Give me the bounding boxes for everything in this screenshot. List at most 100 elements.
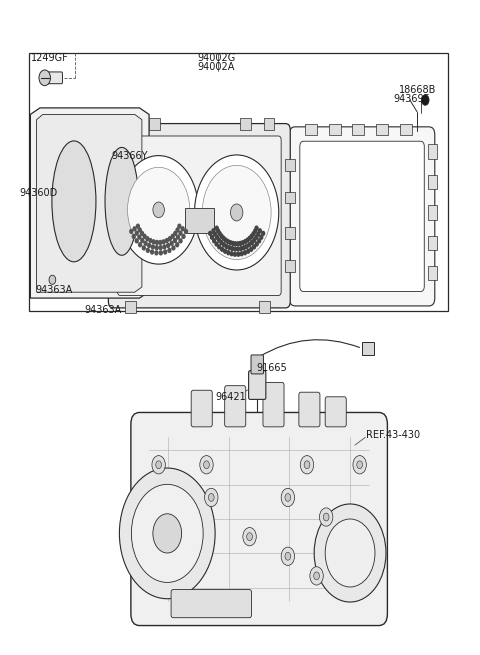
FancyBboxPatch shape: [41, 72, 62, 84]
Bar: [104, 260, 113, 272]
Circle shape: [310, 567, 323, 585]
Circle shape: [258, 239, 261, 243]
Circle shape: [220, 234, 223, 238]
Circle shape: [250, 234, 253, 238]
Circle shape: [248, 236, 251, 240]
Circle shape: [240, 246, 242, 250]
Circle shape: [215, 242, 218, 246]
Circle shape: [229, 240, 232, 244]
Bar: [286, 227, 295, 239]
Circle shape: [258, 229, 261, 233]
Bar: [104, 159, 113, 171]
Bar: [376, 124, 388, 135]
Ellipse shape: [105, 147, 139, 255]
Text: 1249GF: 1249GF: [31, 53, 69, 64]
Circle shape: [130, 229, 132, 233]
Bar: [264, 119, 275, 130]
Circle shape: [251, 240, 253, 244]
Circle shape: [224, 250, 227, 253]
Circle shape: [138, 235, 141, 239]
Text: 94363A: 94363A: [35, 284, 72, 295]
Circle shape: [146, 236, 149, 240]
Circle shape: [184, 229, 187, 233]
Circle shape: [285, 493, 291, 501]
Circle shape: [120, 468, 215, 599]
Circle shape: [182, 234, 185, 238]
Circle shape: [173, 238, 176, 242]
Circle shape: [179, 231, 182, 235]
Circle shape: [49, 275, 56, 284]
Circle shape: [300, 456, 314, 474]
Text: REF.43-430: REF.43-430: [366, 430, 420, 440]
Circle shape: [148, 244, 151, 248]
Circle shape: [234, 242, 237, 246]
Circle shape: [162, 240, 165, 244]
Circle shape: [136, 224, 139, 228]
Circle shape: [222, 243, 225, 247]
Circle shape: [170, 241, 173, 245]
Bar: [428, 145, 437, 159]
Bar: [428, 266, 437, 280]
Circle shape: [323, 513, 329, 521]
Circle shape: [421, 95, 429, 105]
Circle shape: [216, 235, 218, 239]
Circle shape: [240, 252, 243, 255]
Circle shape: [252, 232, 255, 236]
Circle shape: [285, 552, 291, 560]
Circle shape: [143, 246, 145, 250]
Circle shape: [225, 244, 228, 248]
Circle shape: [281, 488, 295, 506]
Bar: [240, 119, 251, 130]
Circle shape: [255, 235, 258, 239]
Circle shape: [168, 236, 171, 240]
Bar: [125, 119, 136, 130]
Text: 94360D: 94360D: [19, 188, 57, 198]
Circle shape: [141, 238, 144, 242]
Circle shape: [217, 238, 220, 242]
Text: 94366Y: 94366Y: [112, 151, 148, 161]
Text: 94369F: 94369F: [393, 94, 430, 104]
Text: 18668B: 18668B: [399, 84, 436, 94]
Circle shape: [179, 239, 182, 243]
Circle shape: [227, 240, 229, 244]
Circle shape: [257, 232, 260, 236]
Circle shape: [119, 156, 198, 264]
Bar: [104, 227, 113, 239]
Text: 94363A: 94363A: [84, 305, 122, 315]
Circle shape: [262, 231, 264, 235]
Circle shape: [172, 246, 175, 250]
Bar: [125, 301, 136, 313]
FancyBboxPatch shape: [225, 386, 246, 427]
Circle shape: [314, 504, 386, 602]
Circle shape: [141, 231, 144, 235]
Circle shape: [194, 155, 279, 270]
Circle shape: [177, 235, 180, 239]
Circle shape: [138, 228, 141, 232]
Circle shape: [218, 232, 221, 236]
Circle shape: [152, 456, 165, 474]
Bar: [286, 159, 295, 171]
Circle shape: [156, 461, 161, 469]
Circle shape: [254, 229, 257, 233]
FancyBboxPatch shape: [131, 413, 387, 626]
Circle shape: [128, 168, 190, 252]
Circle shape: [228, 246, 231, 250]
Circle shape: [227, 251, 230, 255]
Circle shape: [357, 461, 362, 469]
Circle shape: [237, 252, 240, 256]
Circle shape: [153, 514, 181, 553]
Circle shape: [281, 547, 295, 565]
Bar: [149, 119, 159, 130]
Circle shape: [139, 243, 142, 247]
Circle shape: [245, 244, 248, 248]
Circle shape: [222, 236, 225, 240]
Circle shape: [208, 493, 214, 501]
Bar: [185, 208, 214, 233]
Circle shape: [304, 461, 310, 469]
Text: 96421: 96421: [215, 392, 246, 402]
Circle shape: [247, 250, 250, 253]
Circle shape: [204, 488, 218, 506]
Circle shape: [216, 229, 219, 233]
Circle shape: [314, 572, 320, 580]
Bar: [362, 342, 374, 355]
